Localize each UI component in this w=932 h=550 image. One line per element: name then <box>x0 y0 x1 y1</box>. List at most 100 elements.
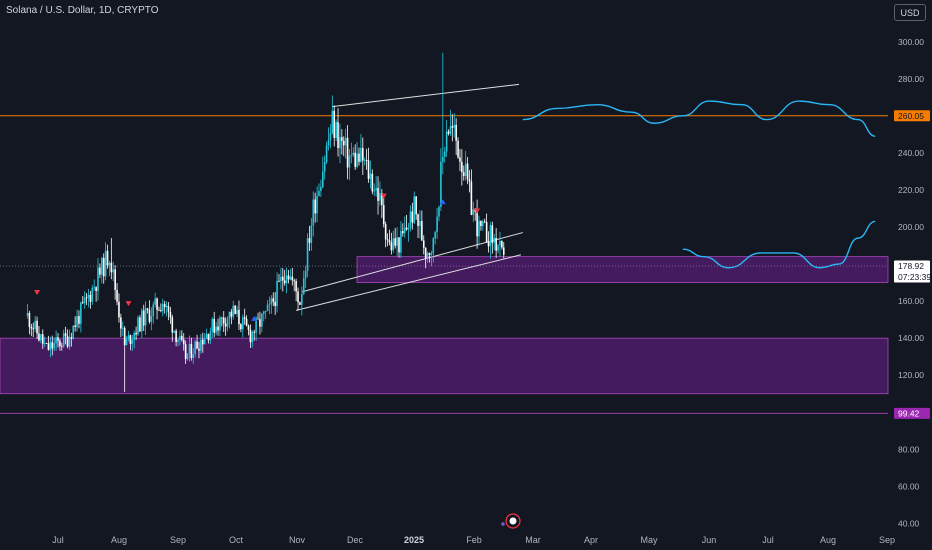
demand-zone <box>0 337 889 395</box>
candle-body <box>426 252 429 258</box>
candle-body <box>163 303 166 308</box>
candle-body <box>184 344 187 360</box>
candle-body <box>409 211 412 228</box>
candle-body <box>381 193 383 206</box>
candle-body <box>142 310 145 326</box>
projection-curve <box>682 220 876 269</box>
candle-body <box>485 221 488 243</box>
candle-body <box>173 330 176 333</box>
candle-body <box>440 161 442 207</box>
x-tick-label: Aug <box>820 535 836 545</box>
trendline-wedge-lower <box>296 254 522 311</box>
candle-body <box>43 343 46 345</box>
candle-body <box>402 231 404 234</box>
candle-body <box>337 122 339 149</box>
x-tick-label: Mar <box>525 535 541 545</box>
candle-body <box>398 237 400 253</box>
candle-body <box>436 216 438 233</box>
candle-body <box>341 137 343 141</box>
x-tick-label: Oct <box>229 535 244 545</box>
candle-body <box>169 312 172 318</box>
x-tick-label: Nov <box>289 535 306 545</box>
candle-body <box>502 247 505 255</box>
symbol-title: Solana / U.S. Dollar, 1D, CRYPTO <box>6 5 159 16</box>
candle-body <box>209 331 212 341</box>
candle-body <box>320 187 322 191</box>
candle-body <box>501 240 503 248</box>
candle-body <box>83 297 86 304</box>
candle-body <box>51 342 54 349</box>
x-tick-label: Jun <box>702 535 717 545</box>
candle-body <box>289 276 292 280</box>
candle-body <box>405 227 408 230</box>
candle-body <box>281 276 284 281</box>
candle-body <box>327 140 330 146</box>
candle-body <box>108 262 111 266</box>
candle-body <box>30 326 33 329</box>
currency-button[interactable]: USD <box>894 4 926 21</box>
candle-body <box>299 302 301 305</box>
candle-body <box>234 305 236 315</box>
candle-body <box>177 339 179 342</box>
candle-body <box>422 240 425 248</box>
candle-body <box>261 313 263 327</box>
candle-body <box>348 155 351 168</box>
candle-body <box>342 140 345 146</box>
candle-body <box>386 239 389 241</box>
candle-body <box>287 275 290 280</box>
candle-body <box>257 318 259 320</box>
candle-body <box>110 262 113 273</box>
candle-body <box>483 221 486 223</box>
candle-body <box>262 311 265 314</box>
candle-body <box>350 155 353 156</box>
candle-body <box>472 209 475 215</box>
candle-body <box>120 317 122 329</box>
candle-body <box>91 287 94 302</box>
candle-body <box>203 338 206 345</box>
candle-body <box>188 344 191 354</box>
candle-body <box>318 190 320 196</box>
candle-body <box>478 220 480 237</box>
candle-body <box>198 348 200 351</box>
candle-body <box>116 289 118 302</box>
candle-body <box>283 280 286 284</box>
support-price-label: 99.42 <box>898 408 920 418</box>
candle-body <box>80 302 82 324</box>
candle-body <box>335 122 337 138</box>
candle-body <box>249 329 252 343</box>
candle-body <box>274 301 276 306</box>
candle-body <box>312 199 315 226</box>
y-tick-label: 200.00 <box>898 222 924 232</box>
candle-body <box>87 294 90 298</box>
candle-body <box>325 145 328 162</box>
candle-body <box>85 297 88 299</box>
candle-body <box>152 304 155 317</box>
candle-body <box>291 276 294 281</box>
candle-body <box>123 327 126 346</box>
candle-body <box>150 316 153 322</box>
candle-body <box>230 311 233 317</box>
candle-body <box>131 339 134 344</box>
candle-body <box>148 309 151 322</box>
candle-body <box>308 238 311 243</box>
buy-arrow-icon <box>251 315 258 321</box>
candle-body <box>211 318 214 332</box>
candle-body <box>241 317 244 330</box>
candle-body <box>49 342 52 350</box>
candle-body <box>407 227 410 230</box>
candle-body <box>144 308 147 326</box>
candle-body <box>373 190 376 192</box>
candle-body <box>243 317 246 319</box>
candle-body <box>201 339 204 345</box>
candle-body <box>64 333 67 336</box>
event-icon-inner <box>509 517 517 525</box>
candle-body <box>413 196 416 223</box>
candle-body <box>388 240 391 243</box>
candle-body <box>93 287 95 289</box>
candle-body <box>247 325 250 330</box>
candle-body <box>489 225 492 247</box>
candle-body <box>424 247 427 258</box>
y-tick-label: 240.00 <box>898 148 924 158</box>
candle-body <box>165 305 168 308</box>
